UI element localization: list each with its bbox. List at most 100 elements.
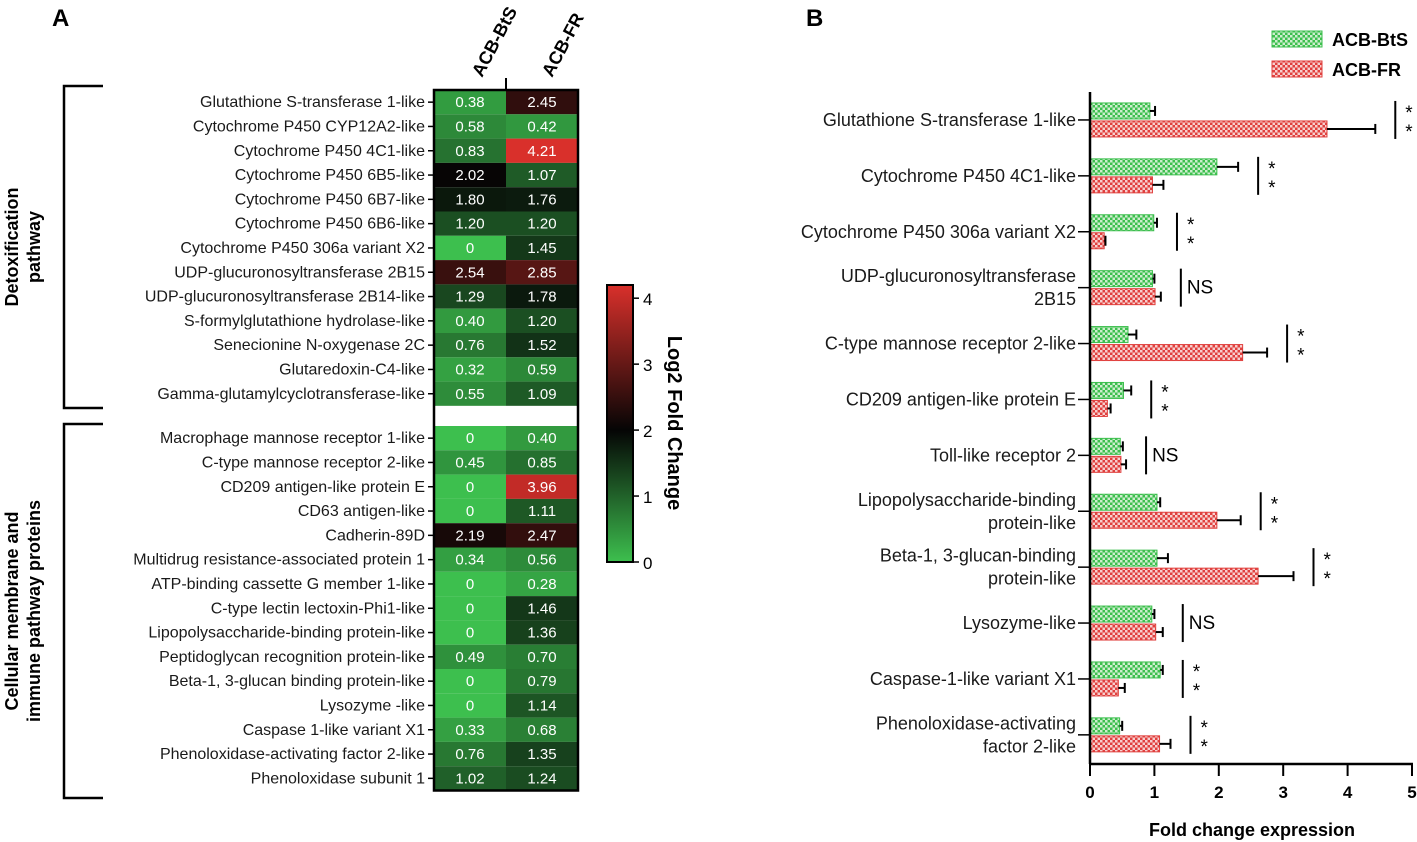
- heatmap-cell-value: 0.70: [527, 649, 556, 666]
- bar-category-label: protein-like: [988, 513, 1076, 533]
- heatmap-col-header-fr: ACB-FR: [538, 10, 588, 80]
- panel-a-label: A: [52, 5, 69, 32]
- heatmap-cell: [434, 644, 506, 669]
- heatmap-cell: [506, 426, 578, 451]
- heatmap-cell-value: 1.14: [527, 697, 556, 714]
- heatmap-cell-value: 0.40: [455, 313, 484, 330]
- heatmap-cell: [506, 114, 578, 139]
- heatmap-cell: [506, 357, 578, 382]
- heatmap-cell: [506, 644, 578, 669]
- heatmap-cell-value: 2.47: [527, 527, 556, 544]
- heatmap-cell: [506, 693, 578, 718]
- heatmap-row-label: UDP-glucuronosyltransferase 2B14-like: [145, 289, 425, 306]
- significance-label: NS: [1152, 445, 1178, 466]
- heatmap-col-header-bts: ACB-BtS: [468, 3, 521, 79]
- heatmap-cell-value: 0.58: [455, 118, 484, 135]
- heatmap-row-label: Multidrug resistance-associated protein …: [133, 552, 425, 569]
- heatmap-cell: [506, 498, 578, 524]
- colorbar-tick-label: 1: [643, 488, 652, 507]
- heatmap-cell-value: 4.21: [527, 143, 556, 160]
- heatmap-cell: [434, 284, 506, 309]
- heatmap-row-label: Glutathione S-transferase 1-like: [200, 94, 425, 111]
- significance-label: *: [1193, 662, 1201, 683]
- bar-fr: [1089, 232, 1105, 250]
- heatmap-cell: [434, 187, 506, 212]
- heatmap-cell-value: 1.29: [455, 289, 484, 306]
- heatmap-cell: [506, 284, 578, 309]
- significance-label: *: [1297, 327, 1305, 348]
- group-label-detox-line2: pathway: [24, 211, 44, 283]
- heatmap-cell: [506, 162, 578, 188]
- heatmap-cell: [506, 381, 578, 406]
- heatmap-cell-value: 0.76: [455, 337, 484, 354]
- colorbar-gradient: [606, 284, 634, 563]
- significance-label: *: [1187, 234, 1195, 255]
- significance-label: *: [1268, 159, 1276, 180]
- significance-label: *: [1271, 513, 1279, 534]
- heatmap-row-labels: Glutathione S-transferase 1-like Cytochro…: [133, 94, 434, 787]
- heatmap-row-label: Cytochrome P450 6B5-like: [235, 167, 425, 184]
- heatmap-row-label: S-formylglutathione hydrolase-like: [184, 313, 425, 330]
- heatmap-cell: [434, 211, 506, 236]
- heatmap-row-label: Cadherin-89D: [325, 527, 425, 544]
- heatmap-cell-value: 0.42: [527, 118, 556, 135]
- bar-category-label: Cytochrome P450 306a variant X2: [801, 222, 1076, 242]
- heatmap-cell: [434, 547, 506, 572]
- heatmap-row-label: Caspase 1-like variant X1: [243, 722, 425, 739]
- significance-label: *: [1324, 569, 1332, 590]
- heatmap: ACB-BtS ACB-FR 0.38 2.45 0.58 0.42 0.83 4.21 2…: [2, 3, 685, 800]
- heatmap-cell: [506, 450, 578, 475]
- bar-bts: [1089, 102, 1151, 120]
- x-axis-tick-label: 3: [1278, 783, 1287, 802]
- heatmap-cell: [434, 333, 506, 358]
- bar-bts: [1089, 549, 1158, 567]
- group-bracket-detox: [62, 84, 103, 410]
- heatmap-cell: [506, 766, 578, 791]
- heatmap-cell-value: 2.54: [455, 264, 484, 281]
- heatmap-cell-value: 0.34: [455, 552, 484, 569]
- heatmap-cell: [506, 90, 578, 115]
- heatmap-cell: [434, 450, 506, 475]
- heatmap-cell: [434, 717, 506, 742]
- significance-label: *: [1297, 346, 1305, 367]
- heatmap-row-label: Phenoloxidase subunit 1: [251, 770, 425, 787]
- heatmap-cell: [506, 741, 578, 767]
- bar-fr: [1089, 567, 1259, 585]
- heatmap-cell-value: 0.85: [527, 454, 556, 471]
- heatmap-row-label: Lysozyme -like: [320, 697, 425, 714]
- heatmap-cell: [506, 669, 578, 694]
- heatmap-cell-value: 1.09: [527, 386, 556, 403]
- heatmap-row-label: CD209 antigen-like protein E: [220, 479, 425, 496]
- heatmap-cell: [506, 547, 578, 572]
- heatmap-row-label: Senecionine N-oxygenase 2C: [213, 337, 425, 354]
- heatmap-cell-value: 1.52: [527, 337, 556, 354]
- heatmap-row-label: CD63 antigen-like: [298, 503, 425, 520]
- legend-label-bts: ACB-BtS: [1332, 30, 1408, 50]
- bar-bts: [1089, 270, 1153, 288]
- heatmap-cells: 0.38 2.45 0.58 0.42 0.83 4.21 2.02 1.07 1.80 1.76…: [432, 78, 580, 792]
- heatmap-cell-value: 0.49: [455, 649, 484, 666]
- heatmap-cell: [506, 333, 578, 358]
- heatmap-cell-value: 1.78: [527, 289, 556, 306]
- heatmap-cell-value: 0: [466, 503, 474, 520]
- significance-label: *: [1161, 382, 1169, 403]
- heatmap-cell: [434, 308, 506, 333]
- heatmap-cell: [434, 90, 506, 115]
- heatmap-cell-value: 0.83: [455, 143, 484, 160]
- bar-fr: [1089, 288, 1156, 306]
- heatmap-cell-value: 0.55: [455, 386, 484, 403]
- heatmap-cell: [434, 596, 506, 621]
- heatmap-cell: [506, 260, 578, 285]
- bar-category-label: Cytochrome P450 4C1-like: [861, 166, 1076, 186]
- significance-label: *: [1324, 550, 1332, 571]
- heatmap-cell: [434, 114, 506, 139]
- heatmap-cell-value: 1.07: [527, 167, 556, 184]
- significance-label: *: [1405, 122, 1413, 143]
- bar-fr: [1089, 399, 1108, 417]
- heatmap-row-label: Cytochrome P450 CYP12A2-like: [193, 118, 425, 135]
- heatmap-cell-value: 3.96: [527, 479, 556, 496]
- significance-label: *: [1201, 718, 1209, 739]
- bar-fr: [1089, 176, 1153, 194]
- heatmap-cell: [506, 474, 578, 499]
